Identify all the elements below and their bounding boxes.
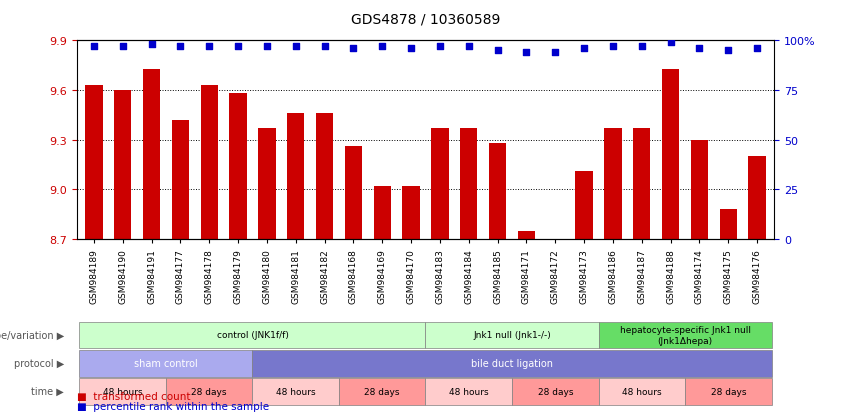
Point — [548, 50, 562, 57]
Bar — [287, 114, 305, 240]
Bar — [258, 129, 276, 240]
Point — [203, 44, 216, 50]
Bar — [403, 187, 420, 240]
Text: Jnk1 null (Jnk1-/-): Jnk1 null (Jnk1-/-) — [473, 331, 551, 339]
Bar — [172, 121, 189, 240]
Point — [664, 40, 677, 47]
Point — [433, 44, 447, 50]
Text: 48 hours: 48 hours — [103, 387, 142, 396]
Bar — [489, 144, 506, 240]
Text: 28 days: 28 days — [711, 387, 746, 396]
Bar — [720, 210, 737, 240]
Point — [635, 44, 648, 50]
Point — [693, 46, 706, 52]
Point — [346, 46, 360, 52]
Text: control (JNK1f/f): control (JNK1f/f) — [216, 331, 288, 339]
Point — [375, 44, 389, 50]
Point — [289, 44, 303, 50]
Text: protocol ▶: protocol ▶ — [14, 358, 64, 368]
Point — [751, 46, 764, 52]
Text: 48 hours: 48 hours — [622, 387, 661, 396]
Point — [462, 44, 476, 50]
Point — [87, 44, 100, 50]
Text: 48 hours: 48 hours — [449, 387, 488, 396]
Point — [404, 46, 418, 52]
Point — [491, 48, 505, 55]
Point — [722, 48, 735, 55]
Bar — [85, 86, 102, 240]
Text: 48 hours: 48 hours — [276, 387, 316, 396]
Point — [174, 44, 187, 50]
Text: time ▶: time ▶ — [31, 386, 64, 396]
Bar — [749, 157, 766, 240]
Bar — [374, 187, 391, 240]
Point — [606, 44, 620, 50]
Text: bile duct ligation: bile duct ligation — [471, 358, 553, 368]
Bar — [316, 114, 334, 240]
Point — [520, 50, 534, 57]
Text: ■  percentile rank within the sample: ■ percentile rank within the sample — [77, 401, 269, 411]
Point — [145, 42, 158, 49]
Bar — [201, 86, 218, 240]
Point — [231, 44, 245, 50]
Text: hepatocyte-specific Jnk1 null
(Jnk1Δhepa): hepatocyte-specific Jnk1 null (Jnk1Δhepa… — [620, 325, 751, 345]
Bar — [345, 147, 362, 240]
Bar — [662, 69, 679, 240]
Bar — [691, 140, 708, 240]
Text: 28 days: 28 days — [191, 387, 227, 396]
Bar — [143, 69, 160, 240]
Point — [260, 44, 274, 50]
Point — [116, 44, 129, 50]
Text: ■  transformed count: ■ transformed count — [77, 391, 190, 401]
Text: 28 days: 28 days — [538, 387, 573, 396]
Bar — [604, 129, 621, 240]
Bar — [230, 94, 247, 240]
Bar — [575, 172, 593, 240]
Text: 28 days: 28 days — [364, 387, 400, 396]
Bar — [517, 231, 535, 240]
Bar — [114, 91, 131, 240]
Text: GDS4878 / 10360589: GDS4878 / 10360589 — [351, 12, 500, 26]
Bar — [431, 129, 448, 240]
Text: sham control: sham control — [134, 358, 197, 368]
Point — [317, 44, 331, 50]
Bar — [633, 129, 650, 240]
Bar — [460, 129, 477, 240]
Text: genotype/variation ▶: genotype/variation ▶ — [0, 330, 64, 340]
Point — [577, 46, 591, 52]
